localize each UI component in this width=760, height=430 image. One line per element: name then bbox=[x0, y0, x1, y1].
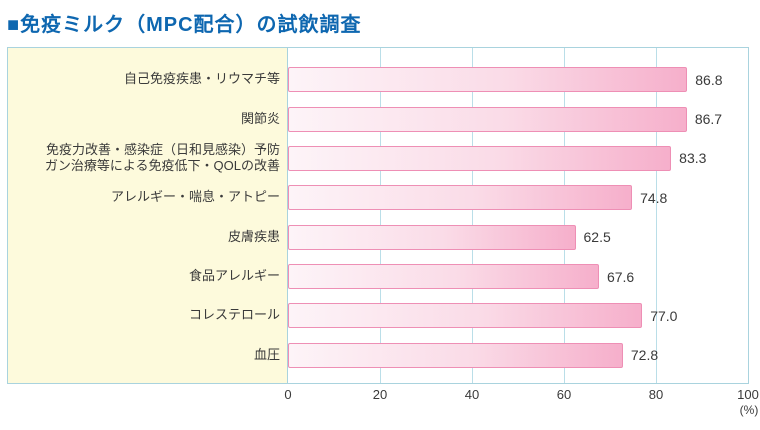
category-label: 食品アレルギー bbox=[188, 268, 280, 284]
category-label: 自己免疫疾患・リウマチ等 bbox=[123, 71, 280, 87]
bar bbox=[288, 67, 688, 93]
bar bbox=[288, 185, 633, 211]
bar-value-label: 62.5 bbox=[583, 229, 611, 246]
gridline bbox=[380, 48, 381, 383]
category-label: アレルギー・喘息・アトピー bbox=[110, 189, 280, 205]
x-axis-unit: (%) bbox=[739, 403, 759, 417]
bar-row: 83.3 bbox=[288, 139, 748, 178]
gridline bbox=[472, 48, 473, 383]
bar-row: 67.6 bbox=[288, 257, 748, 296]
bar-row: 74.8 bbox=[288, 178, 748, 217]
x-tick-label: 0 bbox=[284, 387, 292, 402]
bar-row: 72.8 bbox=[288, 336, 748, 375]
category-label: 血圧 bbox=[253, 346, 280, 362]
bar-row: 77.0 bbox=[288, 296, 748, 335]
category-label-rows: 自己免疫疾患・リウマチ等関節炎免疫力改善・感染症（日和見感染）予防 ガン治療等に… bbox=[8, 48, 287, 383]
category-labels-panel: 自己免疫疾患・リウマチ等関節炎免疫力改善・感染症（日和見感染）予防 ガン治療等に… bbox=[8, 48, 288, 383]
x-tick-label: 60 bbox=[556, 387, 572, 402]
bar bbox=[288, 303, 643, 329]
bar-rows: 86.8 86.7 83.3 74.8 62.5 67.6 77.0 72.8 bbox=[288, 48, 748, 383]
bar bbox=[288, 224, 576, 250]
bar-row: 86.8 bbox=[288, 60, 748, 99]
bar-value-label: 86.8 bbox=[695, 71, 723, 88]
category-label: コレステロール bbox=[188, 307, 280, 323]
bar-value-label: 83.3 bbox=[679, 150, 707, 167]
bar-value-label: 74.8 bbox=[640, 189, 668, 206]
bar bbox=[288, 342, 623, 368]
chart-title: ■免疫ミルク（MPC配合）の試飲調査 bbox=[7, 14, 362, 36]
x-tick-label: 20 bbox=[372, 387, 388, 402]
plot-area: 86.8 86.7 83.3 74.8 62.5 67.6 77.0 72.8 bbox=[288, 48, 748, 383]
x-tick-label: 80 bbox=[648, 387, 664, 402]
bar bbox=[288, 106, 687, 132]
x-tick-label: 100 bbox=[737, 387, 759, 402]
bar-value-label: 77.0 bbox=[650, 307, 678, 324]
category-label: 皮膚疾患 bbox=[227, 228, 280, 244]
bar-value-label: 67.6 bbox=[606, 268, 635, 285]
bar-value-label: 86.7 bbox=[694, 111, 723, 128]
bar-value-label: 72.8 bbox=[630, 347, 659, 364]
category-label: 免疫力改善・感染症（日和見感染）予防 ガン治療等による免疫低下・QOLの改善 bbox=[44, 141, 280, 174]
bar bbox=[288, 264, 599, 290]
bar bbox=[288, 145, 672, 171]
bar-row: 62.5 bbox=[288, 218, 748, 257]
x-tick-label: 40 bbox=[464, 387, 480, 402]
x-axis: 0 20 40 60 80 100 bbox=[0, 387, 760, 403]
gridline bbox=[656, 48, 657, 383]
category-label: 関節炎 bbox=[240, 110, 280, 126]
chart-box: 自己免疫疾患・リウマチ等関節炎免疫力改善・感染症（日和見感染）予防 ガン治療等に… bbox=[7, 47, 749, 384]
gridline bbox=[564, 48, 565, 383]
bar-row: 86.7 bbox=[288, 99, 748, 138]
